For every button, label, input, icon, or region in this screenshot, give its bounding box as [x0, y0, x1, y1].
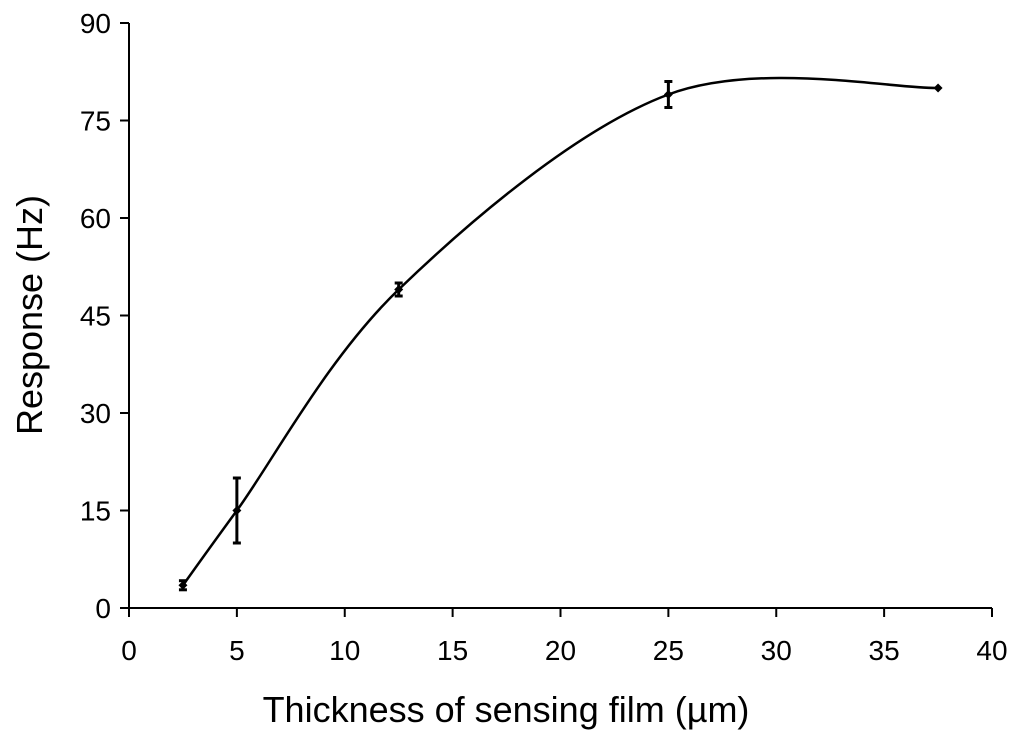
data-point: [933, 83, 943, 93]
x-tick-label: 25: [653, 635, 684, 666]
x-ticks: 0 5 10 15 20 25 30 35 40: [121, 608, 1008, 666]
data-point: [178, 580, 188, 590]
x-tick-label: 5: [229, 635, 245, 666]
x-axis-title: Thickness of sensing film (µm): [263, 689, 750, 730]
data-point: [232, 506, 242, 515]
x-tick-label: 0: [121, 635, 137, 666]
x-tick-label: 15: [437, 635, 468, 666]
series-curve: [181, 76, 939, 586]
y-tick-label: 30: [80, 398, 111, 429]
x-tick-label: 35: [869, 635, 900, 666]
y-tick-label: 45: [80, 301, 111, 332]
y-tick-label: 75: [80, 106, 111, 137]
data-points: [178, 80, 943, 592]
x-axis: 0 5 10 15 20 25 30 35 40: [121, 607, 1008, 666]
y-axis: 0 15 30 45 60 75 90: [80, 8, 130, 624]
y-tick-label: 15: [80, 496, 111, 527]
data-point: [663, 90, 673, 99]
y-tick-label: 90: [80, 8, 111, 39]
y-tick-label: 0: [95, 593, 111, 624]
x-tick-label: 30: [761, 635, 792, 666]
x-tick-label: 40: [976, 635, 1007, 666]
y-tick-label: 60: [80, 203, 111, 234]
y-ticks: 0 15 30 45 60 75 90: [80, 8, 129, 624]
x-tick-label: 20: [545, 635, 576, 666]
x-tick-label: 10: [329, 635, 360, 666]
y-axis-title: Response (Hz): [9, 195, 50, 435]
data-point: [394, 285, 404, 294]
